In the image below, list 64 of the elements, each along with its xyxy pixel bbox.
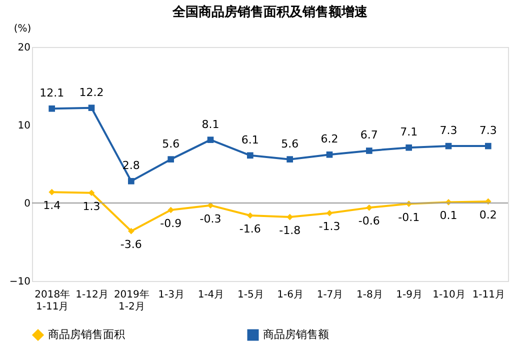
- chart-title: 全国商品房销售面积及销售额增速: [172, 4, 368, 20]
- y-axis-title: (%): [14, 24, 32, 34]
- point: [366, 204, 372, 211]
- legend-label: 商品房销售面积: [48, 328, 125, 341]
- data-label: 6.1: [241, 133, 259, 146]
- point: [48, 105, 55, 112]
- point: [247, 152, 254, 159]
- point: [168, 206, 174, 214]
- data-label: 7.1: [400, 126, 418, 139]
- data-label: -1.6: [239, 222, 261, 236]
- point: [326, 151, 333, 158]
- data-label: 1.3: [82, 200, 100, 213]
- data-label: 5.6: [281, 137, 299, 150]
- y-tick-label: 0: [24, 198, 30, 210]
- data-label: 1.4: [43, 199, 61, 212]
- x-tick-label: 2019年 1-2月: [114, 288, 150, 312]
- data-label: 7.3: [479, 124, 497, 138]
- data-label: 12.1: [40, 86, 64, 100]
- data-label: -0.6: [358, 214, 380, 228]
- data-label: 2.8: [122, 159, 140, 172]
- data-label: -0.1: [398, 210, 420, 224]
- point: [48, 188, 55, 196]
- x-tick-label: 1-9月: [396, 290, 423, 300]
- x-tick-label: 1-4月: [198, 290, 224, 300]
- x-tick-label: 1-6月: [277, 290, 304, 300]
- data-label: 6.7: [360, 128, 378, 142]
- data-label: 5.6: [162, 137, 180, 150]
- data-label: 6.2: [320, 132, 338, 146]
- x-tick-label: 1-10月: [432, 290, 466, 300]
- data-label: 0.1: [440, 209, 458, 222]
- point: [445, 142, 452, 150]
- data-label: -0.9: [160, 217, 182, 230]
- point: [247, 212, 254, 219]
- point: [326, 210, 333, 216]
- data-label: 0.2: [479, 208, 497, 222]
- point: [88, 190, 95, 196]
- point: [286, 156, 293, 162]
- point: [286, 214, 293, 220]
- legend-label: 商品房销售额: [263, 328, 329, 341]
- y-tick-label: 10: [18, 120, 30, 132]
- data-label: -0.3: [200, 212, 222, 226]
- point: [128, 178, 134, 184]
- data-label: -1.8: [279, 224, 301, 238]
- x-tick-label: 1-7月: [316, 290, 344, 300]
- data-label: 8.1: [202, 118, 220, 131]
- point: [88, 104, 95, 112]
- data-label: 7.3: [440, 124, 458, 138]
- x-tick-label: 1-3月: [158, 290, 185, 300]
- x-tick-label: 1-12月: [76, 290, 108, 300]
- point: [485, 142, 492, 150]
- point: [207, 136, 214, 143]
- point: [366, 148, 372, 154]
- point: [406, 144, 412, 151]
- y-tick-label: 20: [18, 42, 30, 54]
- x-tick-label: 1-5月: [237, 290, 264, 300]
- data-label: -3.6: [120, 238, 142, 252]
- x-tick-label: 1-8月: [356, 290, 383, 300]
- y-tick-label: −10: [9, 276, 30, 288]
- point: [168, 156, 174, 162]
- x-tick-label: 2018年 1-11月: [34, 288, 70, 312]
- data-label: -1.3: [318, 220, 340, 234]
- x-tick-label: 1-11月: [472, 290, 506, 300]
- data-label: 12.2: [79, 86, 104, 99]
- point: [128, 228, 134, 234]
